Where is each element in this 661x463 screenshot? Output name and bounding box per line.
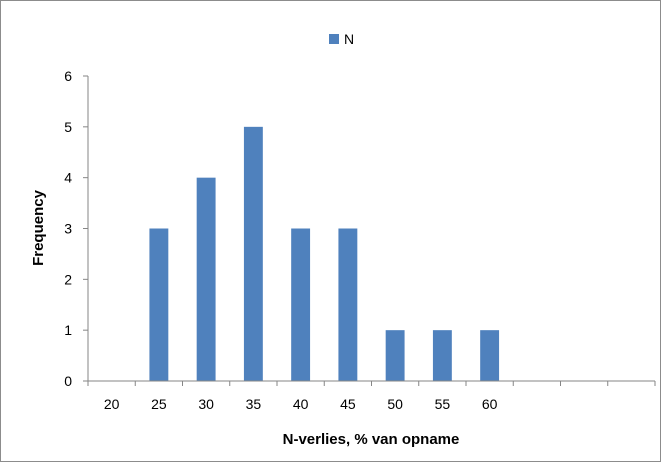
y-tick-label: 4 (64, 170, 72, 186)
x-axis-ticks: 20 25 30 35 40 45 50 55 60 (87, 381, 656, 412)
legend-swatch (329, 34, 339, 44)
y-tick-label: 2 (64, 271, 72, 287)
bar-25 (149, 228, 169, 381)
y-axis-ticks: 0 1 2 3 4 5 6 (64, 68, 88, 389)
y-axis-title: Frequency (30, 189, 47, 266)
x-tick-label: 50 (387, 396, 403, 412)
axes (87, 76, 655, 382)
x-tick-label: 55 (435, 396, 451, 412)
bars (149, 126, 500, 381)
x-tick-label: 60 (482, 396, 498, 412)
bar-55 (432, 330, 452, 381)
x-tick-label: 45 (340, 396, 356, 412)
x-tick-label: 30 (198, 396, 214, 412)
y-tick-label: 1 (64, 322, 72, 338)
bar-60 (480, 330, 500, 381)
x-tick-label: 35 (246, 396, 262, 412)
y-tick-label: 5 (64, 119, 72, 135)
y-tick-label: 6 (64, 68, 72, 84)
bar-50 (385, 330, 405, 381)
x-tick-label: 40 (293, 396, 309, 412)
x-axis-title: N-verlies, % van opname (283, 431, 460, 448)
bar-40 (291, 228, 311, 381)
legend-label-n: N (344, 31, 354, 47)
legend: N (329, 31, 354, 47)
y-tick-label: 3 (64, 221, 72, 237)
bar-30 (196, 177, 216, 381)
y-tick-label: 0 (64, 373, 72, 389)
bar-45 (338, 228, 358, 381)
x-tick-label: 25 (151, 396, 167, 412)
bar-35 (243, 126, 263, 381)
x-tick-label: 20 (104, 396, 120, 412)
